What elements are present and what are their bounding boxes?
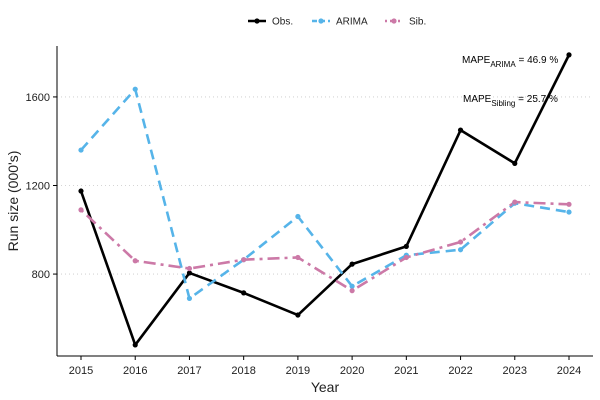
x-tick-label: 2020 [340, 365, 364, 377]
legend-marker [318, 18, 324, 24]
series-0-point [295, 312, 301, 318]
series-0-point [349, 261, 355, 267]
annotation-suffix: = 25.7 % [515, 94, 558, 105]
grid-lines [57, 96, 593, 275]
mape-annotation-0: MAPEARIMA = 46.9 % [462, 55, 558, 69]
legend-label: ARIMA [336, 17, 368, 28]
legend-item-0: Obs. [248, 17, 293, 28]
series-2-point [566, 201, 572, 207]
series-0-point [241, 290, 247, 296]
x-tick-label: 2024 [557, 365, 581, 377]
series-points [78, 52, 572, 348]
annotation-suffix: = 46.9 % [516, 55, 559, 66]
series-0-point [566, 52, 572, 58]
legend-item-1: ARIMA [312, 17, 368, 28]
series-2-point [512, 199, 518, 205]
y-tick-label: 1600 [26, 92, 50, 104]
series-0-point [186, 270, 193, 276]
series-0-point [512, 160, 518, 166]
annotation-prefix: MAPE [462, 55, 491, 66]
x-tick-label: 2022 [448, 365, 472, 377]
series-line-1 [80, 87, 570, 300]
x-tick-label: 2016 [123, 365, 147, 377]
series-lines [79, 54, 571, 347]
x-tick-label: 2023 [503, 365, 527, 377]
series-0-point [78, 188, 84, 194]
series-0-point [403, 243, 409, 249]
annotation-prefix: MAPE [463, 94, 492, 105]
series-2-point [132, 258, 138, 264]
x-axis-title: Year [311, 379, 340, 395]
x-tick-label: 2021 [394, 365, 418, 377]
legend-label: Obs. [272, 17, 293, 28]
y-tick-label: 800 [32, 269, 50, 281]
series-2-point [295, 254, 301, 261]
legend: Obs. ARIMA Sib. [248, 17, 426, 28]
legend-marker [391, 18, 397, 24]
series-1-point [132, 86, 138, 92]
series-2-point [78, 207, 84, 213]
y-tick-label: 1200 [26, 181, 50, 193]
annotations: MAPEARIMA = 46.9 %MAPESibling = 25.7 % [462, 55, 558, 108]
series-1-point [78, 147, 84, 153]
series-1-point [566, 209, 572, 215]
axes: 800 1200 1600 2015 2016 2017 2018 2019 2020 2021 2… [5, 46, 593, 395]
x-tick-label: 2015 [69, 365, 93, 377]
series-2-point [186, 265, 193, 272]
series-0-point [457, 127, 464, 133]
y-axis-title: Run size (000's) [5, 151, 21, 252]
series-0-point [132, 342, 138, 348]
series-2-point [349, 288, 355, 294]
series-1-point [295, 213, 301, 220]
legend-marker [254, 18, 260, 24]
series-line-2 [80, 200, 570, 292]
legend-item-2: Sib. [385, 17, 426, 28]
series-2-point [241, 257, 247, 263]
x-tick-label: 2017 [177, 365, 201, 377]
series-2-point [403, 254, 409, 261]
mape-annotation-1: MAPESibling = 25.7 % [463, 94, 558, 108]
series-1-point [349, 283, 355, 289]
annotation-subscript: Sibling [491, 99, 515, 108]
series-line-0 [79, 54, 571, 347]
series-2-point [457, 239, 464, 245]
x-tick-label: 2018 [231, 365, 255, 377]
legend-label: Sib. [409, 17, 426, 28]
annotation-subscript: ARIMA [490, 60, 516, 69]
x-tick-label: 2019 [286, 365, 310, 377]
series-1-point [457, 247, 464, 253]
series-1-point [186, 295, 193, 302]
